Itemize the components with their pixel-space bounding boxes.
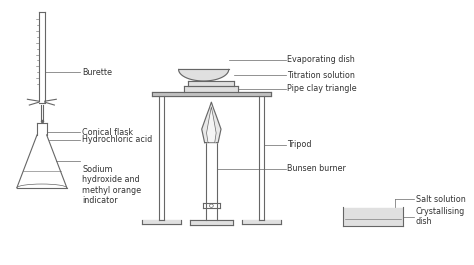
- Text: Hydrochloric acid: Hydrochloric acid: [82, 135, 153, 144]
- Text: Salt solution: Salt solution: [416, 195, 465, 204]
- Text: Tripod: Tripod: [287, 140, 312, 149]
- Text: Titration solution: Titration solution: [287, 71, 356, 80]
- Text: Pipe clay triangle: Pipe clay triangle: [287, 84, 357, 93]
- Text: Burette: Burette: [82, 68, 112, 77]
- Text: Conical flask: Conical flask: [82, 127, 133, 136]
- Text: Crystallising
dish: Crystallising dish: [416, 207, 465, 227]
- Text: Evaporating dish: Evaporating dish: [287, 55, 355, 64]
- Text: Bunsen burner: Bunsen burner: [287, 164, 346, 173]
- Polygon shape: [202, 102, 221, 143]
- Polygon shape: [207, 107, 216, 143]
- Text: Sodium
hydroxide and
methyl orange
indicator: Sodium hydroxide and methyl orange indic…: [82, 165, 141, 205]
- Polygon shape: [179, 69, 228, 81]
